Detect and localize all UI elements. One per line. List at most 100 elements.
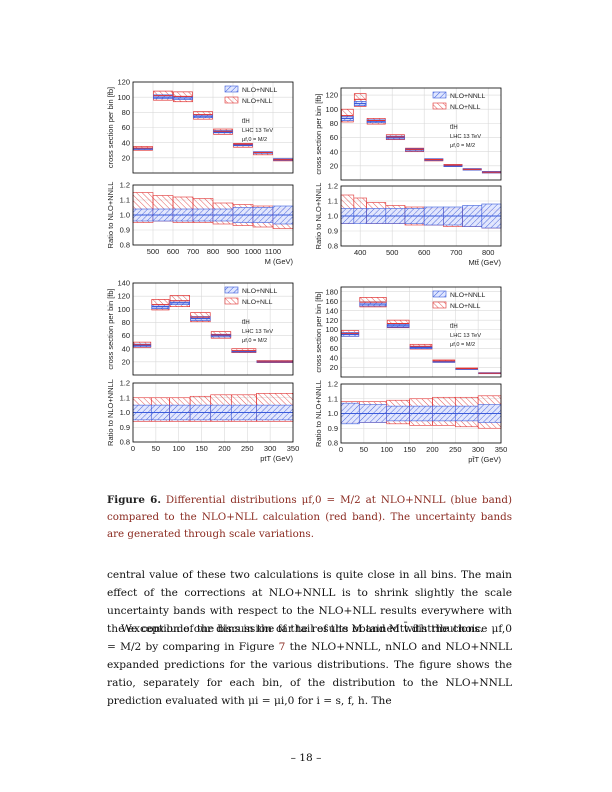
ratio-tick-label: 0.9 — [328, 424, 338, 433]
x-tick-label: 600 — [418, 248, 431, 257]
legend-red-label: NLO+NLL — [450, 104, 481, 111]
y-tick-label: 140 — [325, 306, 338, 315]
ratio-frame — [132, 184, 294, 246]
ratio-frame — [340, 383, 502, 444]
y-tick-label: 100 — [117, 305, 130, 314]
ratio-frame — [132, 382, 294, 443]
y-tick-label: 120 — [117, 292, 130, 301]
x-tick-label: 800 — [207, 247, 220, 256]
y-tick-label: 40 — [330, 354, 338, 363]
ratio-tick-label: 1.2 — [328, 380, 338, 389]
ratio-tick-label: 1.1 — [120, 393, 130, 402]
collider-label: LHC 13 TeV — [450, 333, 481, 339]
x-tick-label: 800 — [482, 248, 495, 257]
x-axis-label: pt̄T (GeV) — [468, 455, 501, 464]
y-tick-label: 80 — [122, 318, 130, 327]
y-tick-label: 20 — [122, 357, 130, 366]
y-tick-label: 100 — [325, 325, 338, 334]
x-tick-label: 1000 — [245, 247, 262, 256]
y-tick-label: 100 — [117, 93, 130, 102]
legend-red-swatch — [432, 301, 447, 309]
scale-label: μf,0 = M/2 — [450, 342, 475, 348]
scale-label: μf,0 = M/2 — [450, 143, 475, 149]
x-tick-label: 700 — [187, 247, 200, 256]
ratio-tick-label: 1.1 — [328, 394, 338, 403]
paragraph-2: We conclude our discussion of the result… — [107, 620, 512, 710]
y-tick-label: 80 — [330, 335, 338, 344]
caption-text: Differential distributions μf,0 = M/2 at… — [107, 494, 512, 541]
y-tick-label: 20 — [330, 363, 338, 372]
y-tick-label: 120 — [325, 316, 338, 325]
ratio-tick-label: 1.2 — [120, 181, 130, 190]
ratio-tick-label: 0.8 — [328, 242, 338, 251]
legend-red-label: NLO+NLL — [450, 303, 481, 310]
ratio-tick-label: 0.8 — [120, 241, 130, 250]
y-axis-label: cross section per bin [fb] — [314, 291, 323, 372]
y-tick-label: 20 — [330, 161, 338, 170]
ratio-tick-label: 1.1 — [328, 197, 338, 206]
y-tick-label: 60 — [330, 133, 338, 142]
legend-blue-swatch — [432, 91, 447, 99]
legend-blue-swatch — [224, 286, 239, 294]
y-tick-label: 140 — [117, 279, 130, 288]
x-tick-label: 350 — [287, 444, 300, 453]
legend-blue-label: NLO+NNLL — [242, 87, 278, 94]
y-tick-label: 80 — [330, 119, 338, 128]
y-tick-label: 120 — [117, 78, 130, 87]
x-tick-label: 1100 — [265, 247, 281, 256]
x-tick-label: 150 — [403, 445, 416, 454]
ratio-axis-label: Ratio to NLO+NNLL — [314, 380, 323, 447]
paragraph-1: central value of these two calculations … — [107, 569, 512, 635]
figure-caption: Figure 6. Differential distributions μf,… — [107, 494, 512, 541]
legend-red-label: NLO+NLL — [242, 98, 273, 105]
x-tick-label: 500 — [147, 247, 160, 256]
panel-top-right: 20 40 60 80 100 120 0.8 0.9 1.0 1.1 1.2 400 500 600 70… — [314, 87, 502, 267]
legend-red-swatch — [224, 96, 239, 104]
ratio-tick-label: 0.9 — [120, 226, 130, 235]
top-frame — [340, 87, 502, 181]
x-tick-label: 0 — [339, 445, 343, 454]
process-label: tt̄H — [450, 124, 458, 131]
y-tick-label: 60 — [122, 331, 130, 340]
nlo-nll-band — [353, 93, 367, 107]
ratio-tick-label: 1.2 — [120, 379, 130, 388]
paragraph-2-end: the NLO+NNLL, nNLO and NLO+NNLL expanded… — [107, 641, 512, 707]
x-tick-label: 100 — [172, 444, 185, 453]
x-tick-label: 100 — [380, 445, 393, 454]
ratio-tick-label: 0.8 — [328, 439, 338, 448]
process-label: tt̄H — [242, 319, 250, 326]
legend-blue-label: NLO+NNLL — [450, 93, 486, 100]
ratio-frame — [340, 185, 502, 247]
y-tick-label: 120 — [325, 91, 338, 100]
figure-7-link[interactable]: 7 — [278, 641, 286, 653]
x-tick-label: 900 — [227, 247, 240, 256]
collider-label: LHC 13 TeV — [242, 128, 273, 134]
top-frame — [340, 286, 502, 378]
y-tick-label: 60 — [330, 344, 338, 353]
y-tick-label: 100 — [325, 105, 338, 114]
ratio-tick-label: 1.1 — [120, 196, 130, 205]
y-tick-label: 40 — [330, 147, 338, 156]
x-tick-label: 200 — [426, 445, 439, 454]
y-tick-label: 40 — [122, 138, 130, 147]
x-axis-label: ptT (GeV) — [260, 454, 293, 463]
ratio-tick-label: 0.9 — [328, 227, 338, 236]
ratio-tick-label: 1.2 — [328, 182, 338, 191]
y-tick-label: 180 — [325, 287, 338, 296]
collider-label: LHC 13 TeV — [450, 134, 481, 140]
paragraph-2-start: We conclude our discussion of the result… — [107, 623, 512, 653]
y-tick-label: 20 — [122, 153, 130, 162]
x-tick-label: 300 — [472, 445, 485, 454]
x-tick-label: 0 — [131, 444, 135, 453]
y-tick-label: 160 — [325, 297, 338, 306]
page-number: – 18 – — [290, 752, 322, 764]
x-tick-label: 400 — [354, 248, 367, 257]
y-axis-label: cross section per bin [fb] — [314, 93, 323, 174]
ratio-axis-label: Ratio to NLO+NNLL — [106, 182, 115, 249]
x-tick-label: 600 — [167, 247, 180, 256]
top-frame — [132, 282, 294, 376]
x-tick-label: 500 — [386, 248, 399, 257]
